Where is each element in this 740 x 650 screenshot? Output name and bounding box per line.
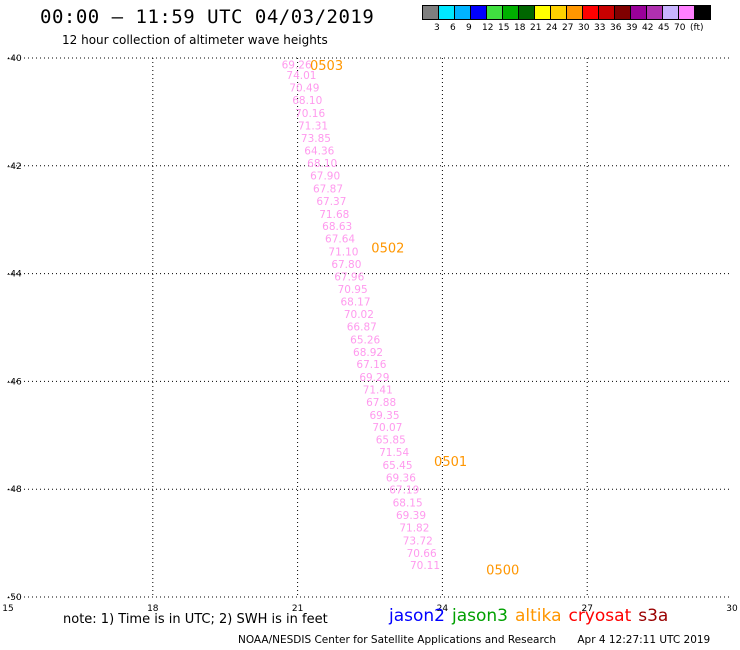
color-scale-label: 9 [466,23,472,33]
wave-height-label: 65.85 [376,435,406,447]
color-scale-label: 36 [610,23,622,33]
color-scale-label: 21 [530,23,542,33]
satellite-legend-item: jason3 [452,606,508,626]
satellite-legend-item: cryosat [568,606,632,626]
wave-height-label: 68.63 [322,221,352,233]
wave-height-label: 68.15 [393,498,423,510]
y-tick-label: -40 [7,54,22,64]
wave-height-label: 70.16 [295,108,325,120]
y-tick-label: -42 [7,162,22,172]
time-label: 0503 [310,59,343,74]
wave-height-label: 73.72 [403,535,433,547]
wave-height-label: 66.87 [347,321,377,333]
wave-height-label: 71.68 [319,209,349,221]
wave-height-label: 69.26 [282,59,312,71]
wave-height-label: 71.54 [379,447,409,459]
x-tick-label: 21 [292,604,303,614]
wave-height-label: 69.35 [369,410,399,422]
units-note: note: 1) Time is in UTC; 2) SWH is in fe… [63,612,328,627]
wave-height-label: 65.45 [382,460,412,472]
wave-height-label: 74.01 [286,70,316,82]
wave-height-label: 71.82 [399,522,429,534]
wave-height-label: 70.07 [372,422,402,434]
wave-height-label: 71.10 [328,247,358,259]
chart-title: 00:00 – 11:59 UTC 04/03/2019 [40,6,375,28]
satellite-legend-item: altika [515,606,562,626]
wave-height-label: 71.41 [363,384,393,396]
wave-height-label: 65.26 [350,334,380,346]
color-scale-label: 18 [514,23,526,33]
x-tick-label: 27 [581,604,592,614]
color-scale-label: 70 [674,23,686,33]
wave-height-label: 67.90 [310,171,340,183]
wave-height-label: 67.80 [331,259,361,271]
color-scale-label: 15 [498,23,510,33]
footer-timestamp: Apr 4 12:27:11 UTC 2019 [577,634,711,646]
color-swatch [694,5,711,20]
color-scale-label: 39 [626,23,638,33]
color-scale-label: (ft) [690,23,704,33]
wave-height-label: 68.17 [340,297,370,309]
time-label: 0500 [486,564,519,579]
wave-height-label: 70.11 [410,560,440,572]
wave-height-label: 70.95 [338,284,368,296]
wave-height-label: 68.10 [307,158,337,170]
x-tick-label: 24 [437,604,449,614]
wave-height-label: 69.36 [386,472,416,484]
color-scale-label: 27 [562,23,574,33]
wave-height-label: 67.96 [334,271,364,283]
wave-height-label: 64.36 [304,146,334,158]
x-tick-label: 30 [726,604,738,614]
wave-height-label: 70.02 [344,309,374,321]
wave-height-label: 70.49 [289,83,319,95]
satellite-legend-item: s3a [638,606,669,626]
wave-height-label: 67.37 [316,196,346,208]
footer: NOAA/NESDIS Center for Satellite Applica… [238,634,710,646]
color-scale-label: 45 [658,23,670,33]
color-scale-label: 12 [482,23,494,33]
color-scale-label: 42 [642,23,654,33]
wave-height-label: 71.31 [298,120,328,132]
color-scale-label: 24 [546,23,558,33]
satellite-legend: jason2 jason3 altika cryosat s3a [389,606,675,626]
wave-height-label: 69.39 [396,510,426,522]
wave-height-label: 67.16 [356,359,386,371]
x-tick-label: 15 [2,604,13,614]
chart-subtitle: 12 hour collection of altimeter wave hei… [62,33,328,47]
time-label: 0502 [371,242,404,257]
wave-height-label: 67.64 [325,234,355,246]
satellite-legend-item: jason2 [389,606,445,626]
footer-credit: NOAA/NESDIS Center for Satellite Applica… [238,634,556,646]
time-label: 0501 [434,455,467,470]
color-scale-swatches [422,5,711,20]
wave-height-label: 73.85 [301,133,331,145]
color-scale-label: 3 [434,23,440,33]
color-scale-labels: 3 6 9 12 15 18 21 24 27 30 33 36 39 42 45 70 (ft) [422,23,710,35]
wave-height-label: 67.87 [313,183,343,195]
wave-height-label: 67.19 [389,485,419,497]
color-scale-label: 6 [450,23,456,33]
wave-height-label: 68.92 [353,347,383,359]
y-tick-label: -46 [7,377,22,387]
wave-height-label: 70.66 [407,548,437,560]
y-tick-label: -48 [7,485,22,495]
color-scale-label: 33 [594,23,606,33]
wave-height-label: 69.29 [359,372,389,384]
wave-height-label: 67.88 [366,397,396,409]
x-tick-label: 18 [147,604,159,614]
color-scale-legend: 3 6 9 12 15 18 21 24 27 30 33 36 39 42 45 70 (ft) [422,5,711,35]
wave-height-label: 68.10 [292,95,322,107]
color-scale-label: 30 [578,23,590,33]
y-tick-label: -50 [7,593,22,603]
y-tick-label: -44 [7,270,22,280]
